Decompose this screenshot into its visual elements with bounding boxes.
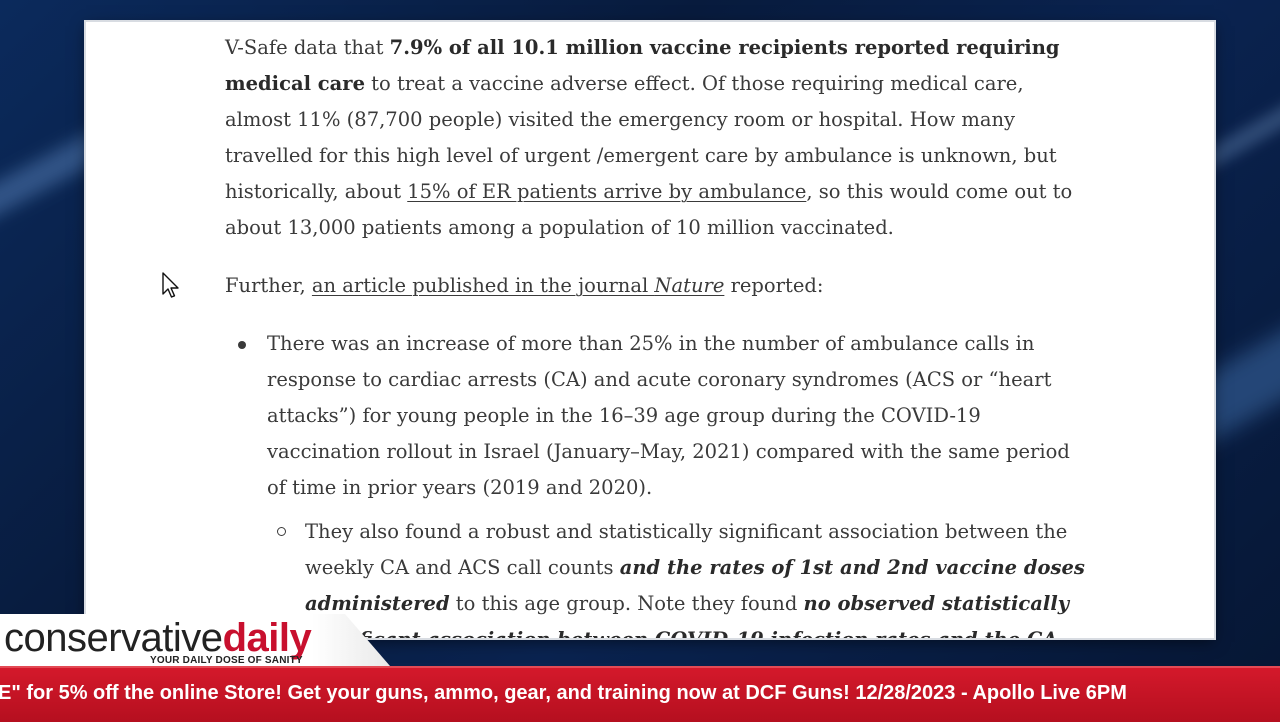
bold-text: 7.9% of all 10.1 million vaccine recipie… [225,36,1060,95]
sub-findings-list: They also found a robust and statistical… [267,514,1085,638]
text: , so this would come out to about 13,000… [225,180,1073,239]
bold-italic-text: no observed statistically significant as… [305,592,1070,638]
brand-name: conservativedaily [4,616,312,660]
er-ambulance-link[interactable]: 15% of ER patients arrive by ambulance [407,180,807,203]
findings-list: There was an increase of more than 25% i… [225,326,1085,638]
ticker-text: E" for 5% off the online Store! Get your… [0,682,1127,704]
text: reported: [724,274,824,297]
list-item: There was an increase of more than 25% i… [238,326,1085,638]
brand-name-part2: daily [222,616,312,660]
brand-logo: conservativedaily YOUR DAILY DOSE OF SAN… [0,614,390,666]
list-item: They also found a robust and statistical… [277,514,1085,638]
article-content: V-Safe data that 7.9% of all 10.1 millio… [225,30,1085,638]
link-text: an article published in the journal [311,274,655,297]
paragraph-vsafe: V-Safe data that 7.9% of all 10.1 millio… [225,30,1085,246]
text: to this age group. Note they found [449,592,804,615]
mouse-pointer-icon [162,272,179,298]
paragraph-nature: Further, an article published in the jou… [225,268,1085,304]
brand-tagline: YOUR DAILY DOSE OF SANITY [150,655,303,666]
brand-name-part1: conservative [4,616,223,660]
text: They also found a robust and statistical… [305,520,1068,579]
text: V-Safe data that [225,36,390,59]
nature-article-link[interactable]: an article published in the journal Natu… [312,274,724,297]
bold-italic-text: and the rates of 1st and 2nd vaccine dos… [305,556,1085,615]
article-page: V-Safe data that 7.9% of all 10.1 millio… [86,22,1214,638]
text: Further, [225,274,312,297]
text: to treat a vaccine adverse effect. Of th… [225,72,1057,203]
news-ticker: E" for 5% off the online Store! Get your… [0,666,1280,722]
link-italic-text: Nature [654,274,725,297]
bullet-text: There was an increase of more than 25% i… [267,332,1070,499]
